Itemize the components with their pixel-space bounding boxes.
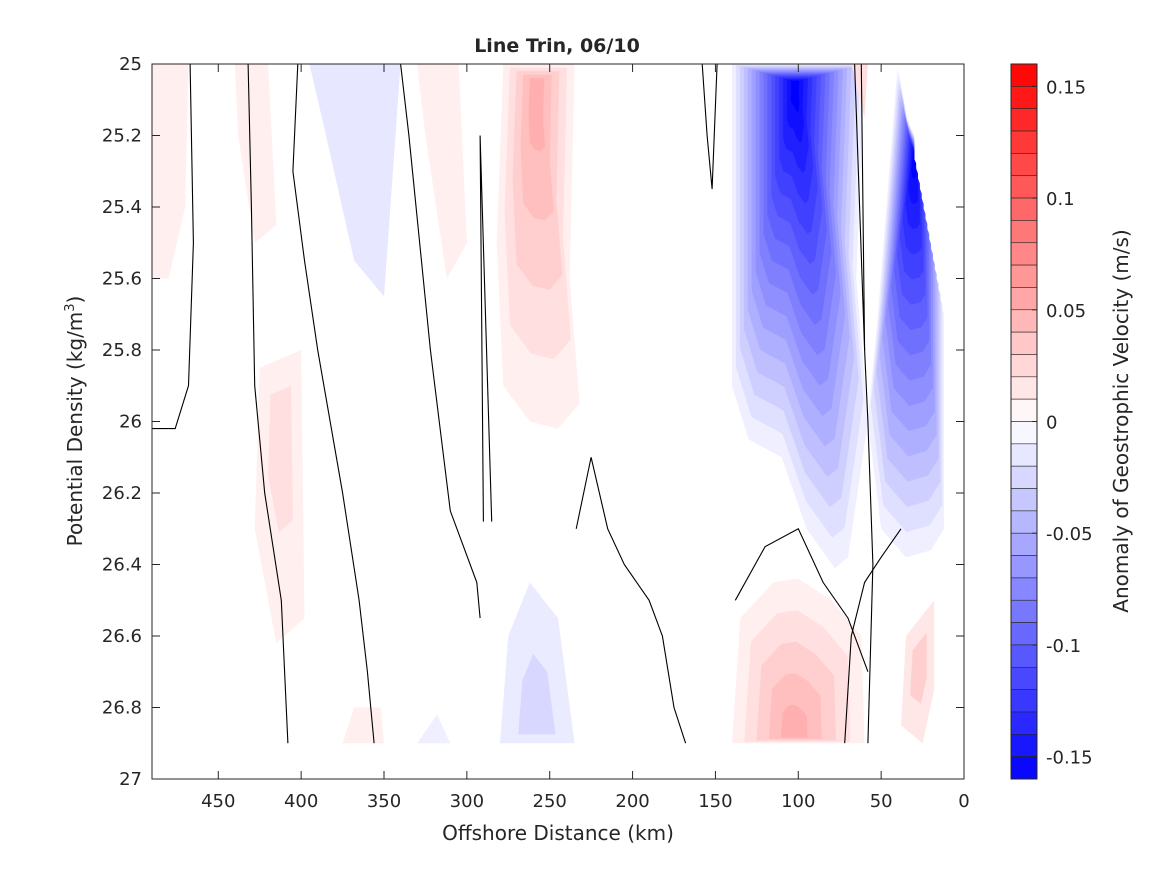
colorbar-level-block: [1010, 488, 1038, 512]
colorbar-ticks: 0.15 0.1 0.05 0 -0.05 -0.1 -0.15: [1032, 77, 1093, 769]
contour-band: [518, 653, 556, 735]
colorbar-level-block: [1010, 153, 1038, 177]
y-axis-label-close: ): [63, 296, 87, 304]
y-axis-label: Potential Density (kg/m3): [63, 296, 87, 547]
velocity-anomaly-field: [152, 64, 945, 744]
colorbar-level-block: [1010, 63, 1038, 87]
contour-band: [309, 64, 401, 297]
y-tick-label: 25: [119, 54, 142, 75]
zero-contour-line: [479, 135, 493, 522]
contour-band: [152, 64, 189, 279]
colorbar-level-block: [1010, 242, 1038, 266]
contour-band: [781, 704, 808, 738]
contour-band: [417, 64, 467, 279]
colorbar-level-block: [1010, 331, 1038, 355]
colorbar-level-block: [1010, 354, 1038, 378]
y-tick-label: 25.4: [102, 197, 142, 218]
x-tick-label: 250: [533, 791, 567, 812]
y-tick-label: 26.2: [102, 483, 142, 504]
zero-contour-line: [292, 64, 375, 744]
zero-contour-line: [844, 528, 902, 744]
x-tick-label: 0: [958, 791, 969, 812]
zero-contour-line: [854, 64, 874, 744]
colorbar-level-block: [1010, 689, 1038, 713]
colorbar-level-block: [1010, 756, 1038, 780]
colorbar-level-block: [1010, 130, 1038, 154]
y-tick-label: 26.4: [102, 555, 142, 576]
zero-contour-line: [575, 457, 687, 744]
contour-band: [791, 80, 800, 113]
contour-band: [417, 714, 451, 744]
colorbar-level-block: [1010, 666, 1038, 690]
contour-band: [910, 632, 927, 704]
colorbar-level-block: [1010, 443, 1038, 467]
colorbar-level-block: [1010, 555, 1038, 579]
colorbar-level-block: [1010, 220, 1038, 244]
zero-contour-line: [734, 528, 869, 672]
colorbar-level-block: [1010, 421, 1038, 445]
y-tick-label: 25.6: [102, 269, 142, 290]
y-axis-label-main: Potential Density (kg/m: [63, 312, 87, 547]
colorbar-level-block: [1010, 577, 1038, 601]
colorbar-tick-label: 0.15: [1046, 77, 1086, 98]
contour-band: [911, 147, 917, 179]
colorbar-level-block: [1010, 532, 1038, 556]
colorbar-tick-label: -0.1: [1046, 636, 1081, 657]
contour-band: [268, 385, 293, 533]
colorbar-level-block: [1010, 86, 1038, 109]
x-tick-label: 100: [781, 791, 815, 812]
colorbar-label: Anomaly of Geostrophic Velocity (m/s): [1109, 229, 1133, 612]
x-axis-ticks: 450 400 350 300 250 200 150 100 50 0: [201, 64, 970, 812]
colorbar-level-block: [1010, 309, 1038, 333]
colorbar-level-block: [1010, 644, 1038, 668]
zero-contours: [152, 64, 902, 744]
colorbar-level-block: [1010, 622, 1038, 646]
x-axis-label: Offshore Distance (km): [442, 821, 674, 845]
colorbar-level-block: [1010, 398, 1038, 422]
y-axis-label-superscript: 3: [63, 303, 78, 311]
colorbar-level-block: [1010, 287, 1038, 311]
y-tick-label: 25.8: [102, 340, 142, 361]
zero-contour-line: [152, 64, 194, 430]
colorbar-tick-label: 0.05: [1046, 301, 1086, 322]
y-axis-ticks: 25 25.2 25.4 25.6 25.8 26 26.2 26.4 26.6 26.8 27: [102, 54, 964, 790]
y-tick-label: 26.6: [102, 626, 142, 647]
colorbar-level-block: [1010, 510, 1038, 534]
plot-area: 450 400 350 300 250 200 150 100 50 0 2525.225.425…: [102, 54, 970, 812]
x-tick-label: 300: [450, 791, 484, 812]
x-tick-label: 50: [870, 791, 893, 812]
zero-contour-line: [400, 64, 481, 619]
x-tick-label: 450: [201, 791, 235, 812]
colorbar-tick-label: 0: [1046, 413, 1057, 434]
colorbar-tick-label: -0.05: [1046, 524, 1093, 545]
x-tick-label: 200: [615, 791, 649, 812]
x-tick-label: 150: [698, 791, 732, 812]
colorbar: 0.15 0.1 0.05 0 -0.05 -0.1 -0.15 Anomaly of Ge…: [1010, 63, 1133, 780]
colorbar-level-block: [1010, 734, 1038, 757]
colorbar-level-block: [1010, 264, 1038, 288]
colorbar-level-block: [1010, 108, 1038, 132]
chart-title: Line Trin, 06/10: [474, 35, 640, 57]
colorbar-level-block: [1010, 711, 1038, 735]
colorbar-tick-label: -0.15: [1046, 748, 1093, 769]
y-tick-label: 25.2: [102, 126, 142, 147]
zero-contour-line: [247, 64, 289, 744]
zero-contour-line: [860, 64, 866, 351]
colorbar-level-block: [1010, 599, 1038, 623]
y-tick-label: 26: [119, 412, 142, 433]
colorbar-level-block: [1010, 197, 1038, 221]
colorbar-tick-label: 0.1: [1046, 189, 1075, 210]
colorbar-level-block: [1010, 376, 1038, 400]
colorbar-level-block: [1010, 465, 1038, 489]
zero-contour-line: [701, 64, 718, 190]
contour-band: [528, 78, 546, 152]
contour-band: [234, 64, 277, 243]
y-tick-label: 26.8: [102, 698, 142, 719]
colorbar-level-block: [1010, 175, 1038, 199]
x-tick-label: 400: [284, 791, 318, 812]
x-tick-label: 350: [367, 791, 401, 812]
y-tick-label: 27: [119, 769, 142, 790]
